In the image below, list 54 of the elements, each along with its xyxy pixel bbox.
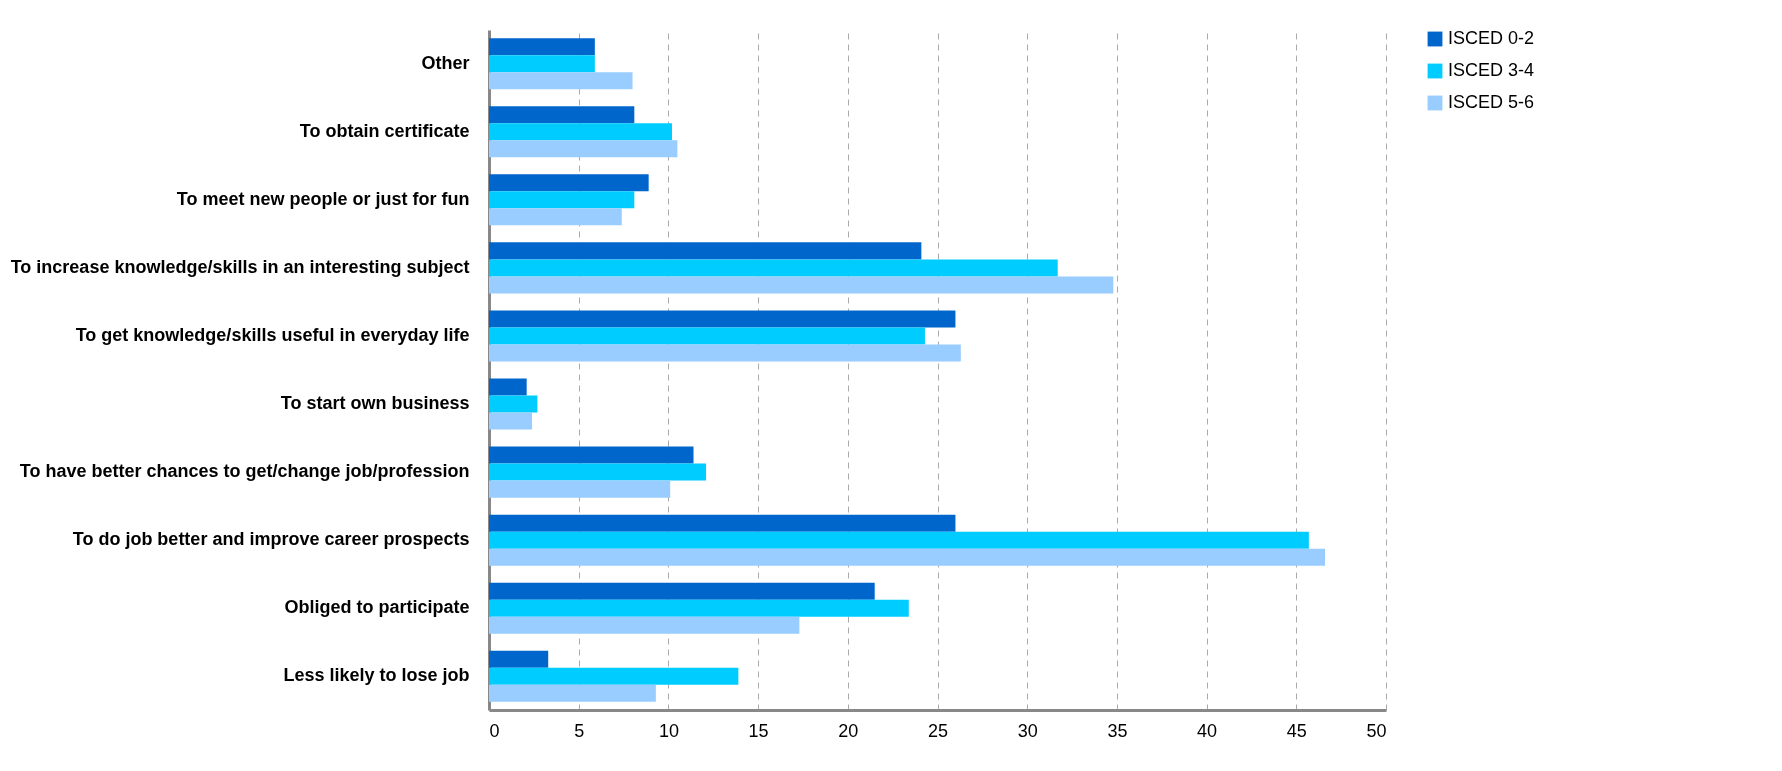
bar <box>489 140 678 158</box>
bar <box>489 650 549 668</box>
bar <box>489 310 956 328</box>
bar <box>489 174 649 192</box>
x-tick-label: 50 <box>1366 720 1387 741</box>
bar <box>489 242 922 260</box>
x-tick-label: 10 <box>658 720 679 741</box>
bar <box>489 38 595 56</box>
x-tick-label: 20 <box>838 720 859 741</box>
bar <box>489 463 707 481</box>
x-tick-label: 40 <box>1197 720 1218 741</box>
x-tick-label: 0 <box>489 720 500 741</box>
y-tick-label: To start own business <box>280 393 470 414</box>
bar <box>489 548 1325 566</box>
bar <box>489 446 694 464</box>
x-tick-label: 30 <box>1017 720 1038 741</box>
bar <box>489 106 635 124</box>
bar <box>489 684 656 702</box>
bar <box>489 514 956 532</box>
bar <box>489 208 622 226</box>
bar <box>489 123 672 141</box>
x-tick-label: 35 <box>1107 720 1128 741</box>
x-tick-label: 25 <box>927 720 949 741</box>
y-tick-label: Other <box>421 52 470 73</box>
bar <box>489 327 925 345</box>
bar <box>489 344 961 362</box>
y-tick-label: To have better chances to get/change job/profession <box>19 461 470 482</box>
legend-label: ISCED 5-6 <box>1448 92 1535 112</box>
bar <box>489 378 527 396</box>
bar <box>489 599 909 617</box>
bar <box>489 191 635 209</box>
x-tick-label: 15 <box>748 720 769 741</box>
bar <box>489 582 875 600</box>
legend-label: ISCED 3-4 <box>1448 60 1535 80</box>
y-tick-label: To increase knowledge/skills in an interesting subject <box>10 256 470 277</box>
bar <box>489 480 671 498</box>
bar <box>489 531 1309 549</box>
y-tick-label: Less likely to lose job <box>283 665 470 686</box>
y-tick-label: To do job better and improve career prospects <box>72 529 470 550</box>
y-tick-label: To obtain certificate <box>299 120 470 141</box>
bar <box>489 616 800 634</box>
y-tick-label: Obliged to participate <box>284 597 470 618</box>
bar <box>489 395 538 413</box>
bar <box>489 276 1114 294</box>
x-tick-label: 5 <box>574 720 585 741</box>
bar <box>489 259 1058 277</box>
y-tick-label: To meet new people or just for fun <box>176 188 470 209</box>
bar <box>489 72 633 90</box>
x-tick-label: 45 <box>1286 720 1307 741</box>
bar <box>489 412 533 430</box>
y-tick-label: To get knowledge/skills useful in everyday life <box>75 324 470 345</box>
bar <box>489 55 595 73</box>
bar <box>489 667 739 685</box>
legend-label: ISCED 0-2 <box>1448 28 1535 48</box>
